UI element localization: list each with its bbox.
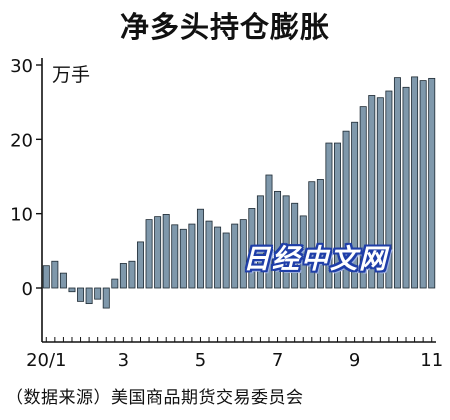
bar	[248, 208, 256, 289]
x-tick-label: 7	[272, 350, 283, 371]
y-tick-label: 0	[22, 279, 33, 300]
bar	[205, 220, 213, 289]
bar	[231, 223, 239, 289]
bar	[265, 174, 273, 289]
bar	[119, 263, 127, 289]
bar	[368, 95, 376, 289]
watermark-logo: 日经中文网	[243, 244, 388, 275]
bar	[68, 287, 76, 293]
bar	[316, 179, 324, 289]
source-note: （数据来源）美国商品期货交易委员会	[6, 388, 304, 408]
bar	[419, 80, 427, 289]
bar	[402, 86, 410, 289]
bar	[274, 190, 282, 289]
bar	[154, 216, 162, 289]
chart-title: 净多头持仓膨胀	[119, 10, 330, 44]
bar	[291, 202, 299, 289]
x-tick-label: 3	[118, 350, 129, 371]
x-tick-label: 9	[349, 350, 360, 371]
bar	[342, 130, 350, 289]
bar	[102, 287, 110, 309]
y-tick-label: 30	[10, 56, 33, 77]
bar	[128, 260, 136, 289]
bar	[85, 287, 93, 305]
bar	[188, 223, 196, 289]
bar	[77, 287, 85, 302]
bar	[256, 195, 264, 289]
y-tick-label: 20	[10, 130, 33, 151]
y-tick-label: 10	[10, 205, 33, 226]
bar	[325, 142, 333, 289]
bar	[196, 208, 204, 289]
bar	[411, 76, 419, 289]
bar	[179, 228, 187, 289]
bar	[214, 226, 222, 289]
bar	[94, 287, 102, 300]
bar	[239, 219, 247, 289]
bar	[222, 232, 230, 289]
bar	[145, 219, 153, 289]
bar	[385, 90, 393, 289]
bar	[137, 241, 144, 289]
bar	[428, 77, 436, 289]
bar	[308, 181, 316, 289]
y-axis-unit-label: 万手	[52, 64, 91, 86]
bar	[393, 77, 401, 289]
x-tick-label: 20/1	[26, 350, 66, 371]
bar	[59, 272, 67, 289]
bar	[299, 215, 307, 289]
bar	[42, 265, 50, 289]
x-tick-label: 11	[420, 350, 443, 371]
x-tick-label: 5	[195, 350, 206, 371]
bar	[351, 121, 359, 289]
x-axis-ticks: 20/1 3 5 7 9 11	[26, 337, 443, 371]
y-axis-ticks: 0 10 20 30	[10, 56, 42, 300]
bar	[359, 106, 367, 289]
bar	[282, 195, 290, 289]
bars-group	[42, 76, 436, 309]
bar	[111, 278, 119, 289]
bar	[162, 214, 170, 289]
bar	[171, 224, 179, 289]
bar	[51, 260, 59, 289]
bar	[376, 97, 384, 289]
bar	[334, 142, 341, 289]
